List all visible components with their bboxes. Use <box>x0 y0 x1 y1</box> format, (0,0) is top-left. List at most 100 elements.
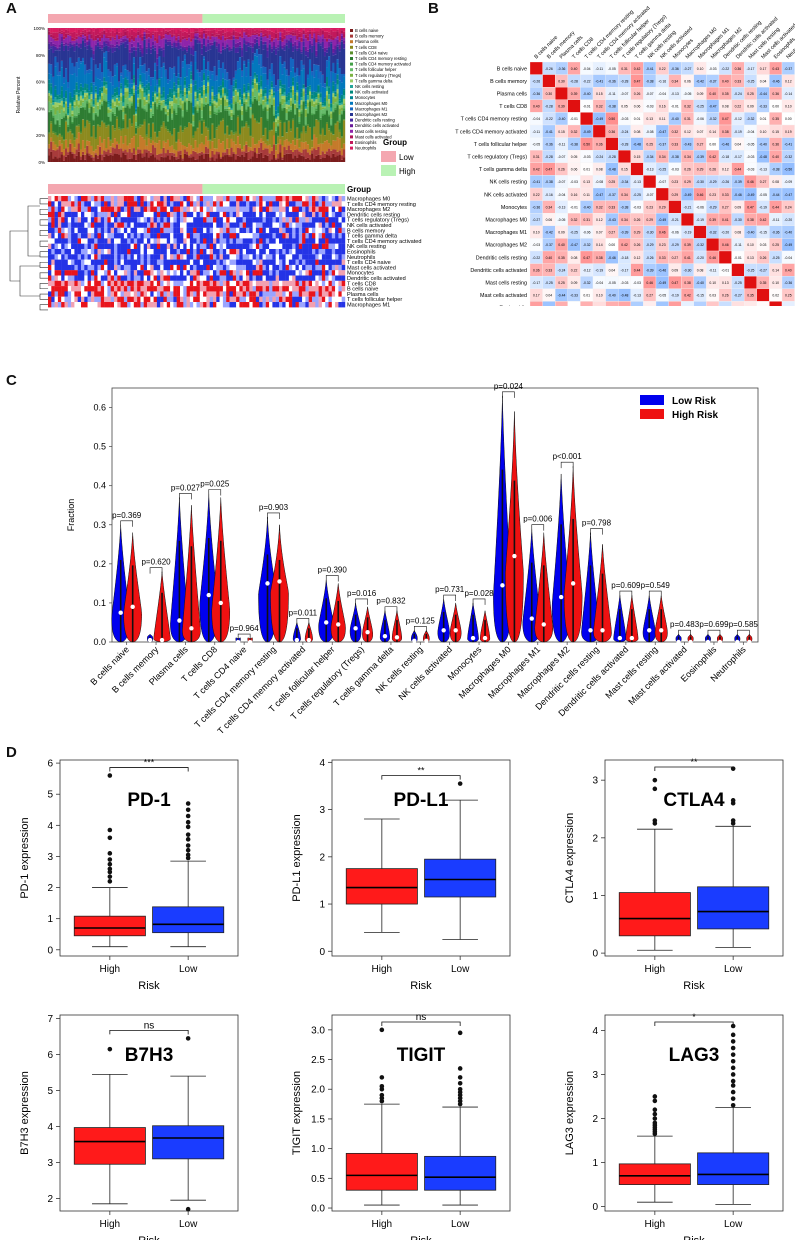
heatmap-cell <box>222 217 227 223</box>
heatmap-cell <box>335 286 339 292</box>
stack-segment <box>336 120 339 122</box>
stack-segment <box>228 115 231 135</box>
heatmap-cell <box>153 211 158 218</box>
stack-segment <box>202 59 206 73</box>
heatmap-cell <box>236 280 240 287</box>
stack-segment <box>181 50 184 62</box>
heatmap-cell <box>110 286 115 292</box>
stack-segment <box>88 155 91 162</box>
stack-segment <box>258 92 261 96</box>
stack-segment <box>73 104 76 108</box>
stack-segment <box>79 43 83 49</box>
stack-segment <box>328 46 331 48</box>
stack-segment <box>137 31 140 36</box>
stack-segment <box>317 104 320 120</box>
stack-segment <box>283 38 286 45</box>
stack-segment <box>120 130 123 137</box>
heatmap-cell <box>67 249 72 255</box>
heatmap-cell <box>48 302 52 308</box>
stack-segment <box>241 94 244 99</box>
stack-segment <box>270 48 274 53</box>
heatmap-cell <box>236 238 240 244</box>
stack-segment <box>285 94 288 97</box>
heatmap-cell <box>81 211 85 218</box>
heatmap-cell <box>331 280 336 287</box>
heatmap-cell <box>302 196 306 202</box>
stack-segment <box>266 145 269 149</box>
stack-segment <box>211 74 214 87</box>
stack-segment <box>52 115 55 118</box>
stack-segment <box>241 127 244 150</box>
heatmap-cell <box>61 243 65 250</box>
stack-segment <box>88 153 91 156</box>
stack-segment <box>188 122 191 123</box>
heatmap-cell <box>176 233 181 239</box>
heatmap-cell <box>308 259 313 265</box>
stack-segment <box>81 32 85 35</box>
stack-segment <box>132 85 136 89</box>
stack-segment <box>120 37 123 41</box>
heatmap-cell <box>302 249 306 255</box>
stack-segment <box>243 32 246 38</box>
heatmap-cell <box>335 291 339 297</box>
heatmap-cell <box>147 238 151 244</box>
heatmap-cell <box>54 206 59 212</box>
stack-segment <box>300 104 303 110</box>
stack-segment <box>270 28 274 32</box>
heatmap-cell <box>279 227 283 234</box>
stack-segment <box>340 39 344 42</box>
heatmap-cell <box>140 254 144 260</box>
stack-segment <box>304 32 308 35</box>
stack-segment <box>79 105 83 108</box>
heatmap-cell <box>170 227 174 234</box>
heatmap-cell <box>67 222 72 228</box>
heatmap-cell <box>130 302 134 308</box>
heatmap-cell <box>242 249 247 255</box>
stack-segment <box>300 60 303 71</box>
heatmap-cell <box>57 291 62 297</box>
heatmap-cell <box>229 196 233 202</box>
heatmap-cell <box>318 286 323 292</box>
heatmap-cell <box>305 280 309 287</box>
stack-segment <box>98 146 102 155</box>
stack-segment <box>281 64 284 75</box>
heatmap-cell <box>262 259 266 265</box>
legend-cell-label: T cells CD4 memory resting <box>355 56 407 61</box>
stack-segment <box>134 150 138 155</box>
heatmap-cell <box>341 270 346 276</box>
heatmap-cell <box>143 211 148 218</box>
stack-segment <box>171 78 174 89</box>
stack-segment <box>73 89 76 95</box>
heatmap-cell <box>232 259 237 265</box>
stack-segment <box>319 97 322 103</box>
stack-segment <box>156 65 159 80</box>
stack-segment <box>283 67 286 85</box>
stack-segment <box>75 62 78 77</box>
stack-segment <box>160 97 163 101</box>
stack-segment <box>289 109 293 112</box>
stack-segment <box>204 127 208 137</box>
stack-segment <box>77 132 81 144</box>
stack-segment <box>134 85 138 91</box>
stack-segment <box>103 139 106 151</box>
heatmap-cell <box>325 280 329 287</box>
heatmap-cell <box>176 296 181 303</box>
heatmap-cell <box>54 233 59 239</box>
heatmap-cell <box>173 259 177 265</box>
stack-segment <box>81 34 85 38</box>
stack-segment <box>249 47 252 77</box>
stack-segment <box>340 102 344 105</box>
heatmap-cell <box>199 264 204 271</box>
stack-segment <box>81 151 85 155</box>
heatmap-cell <box>216 238 220 244</box>
stack-segment <box>126 96 129 104</box>
stack-segment <box>67 152 70 155</box>
heatmap-cell <box>232 270 237 276</box>
stack-segment <box>179 28 182 31</box>
stack-segment <box>160 156 163 162</box>
stack-segment <box>294 138 297 146</box>
heatmap-cell <box>249 275 253 281</box>
stack-segment <box>196 72 199 90</box>
stack-segment <box>296 95 299 102</box>
stack-segment <box>105 94 108 101</box>
